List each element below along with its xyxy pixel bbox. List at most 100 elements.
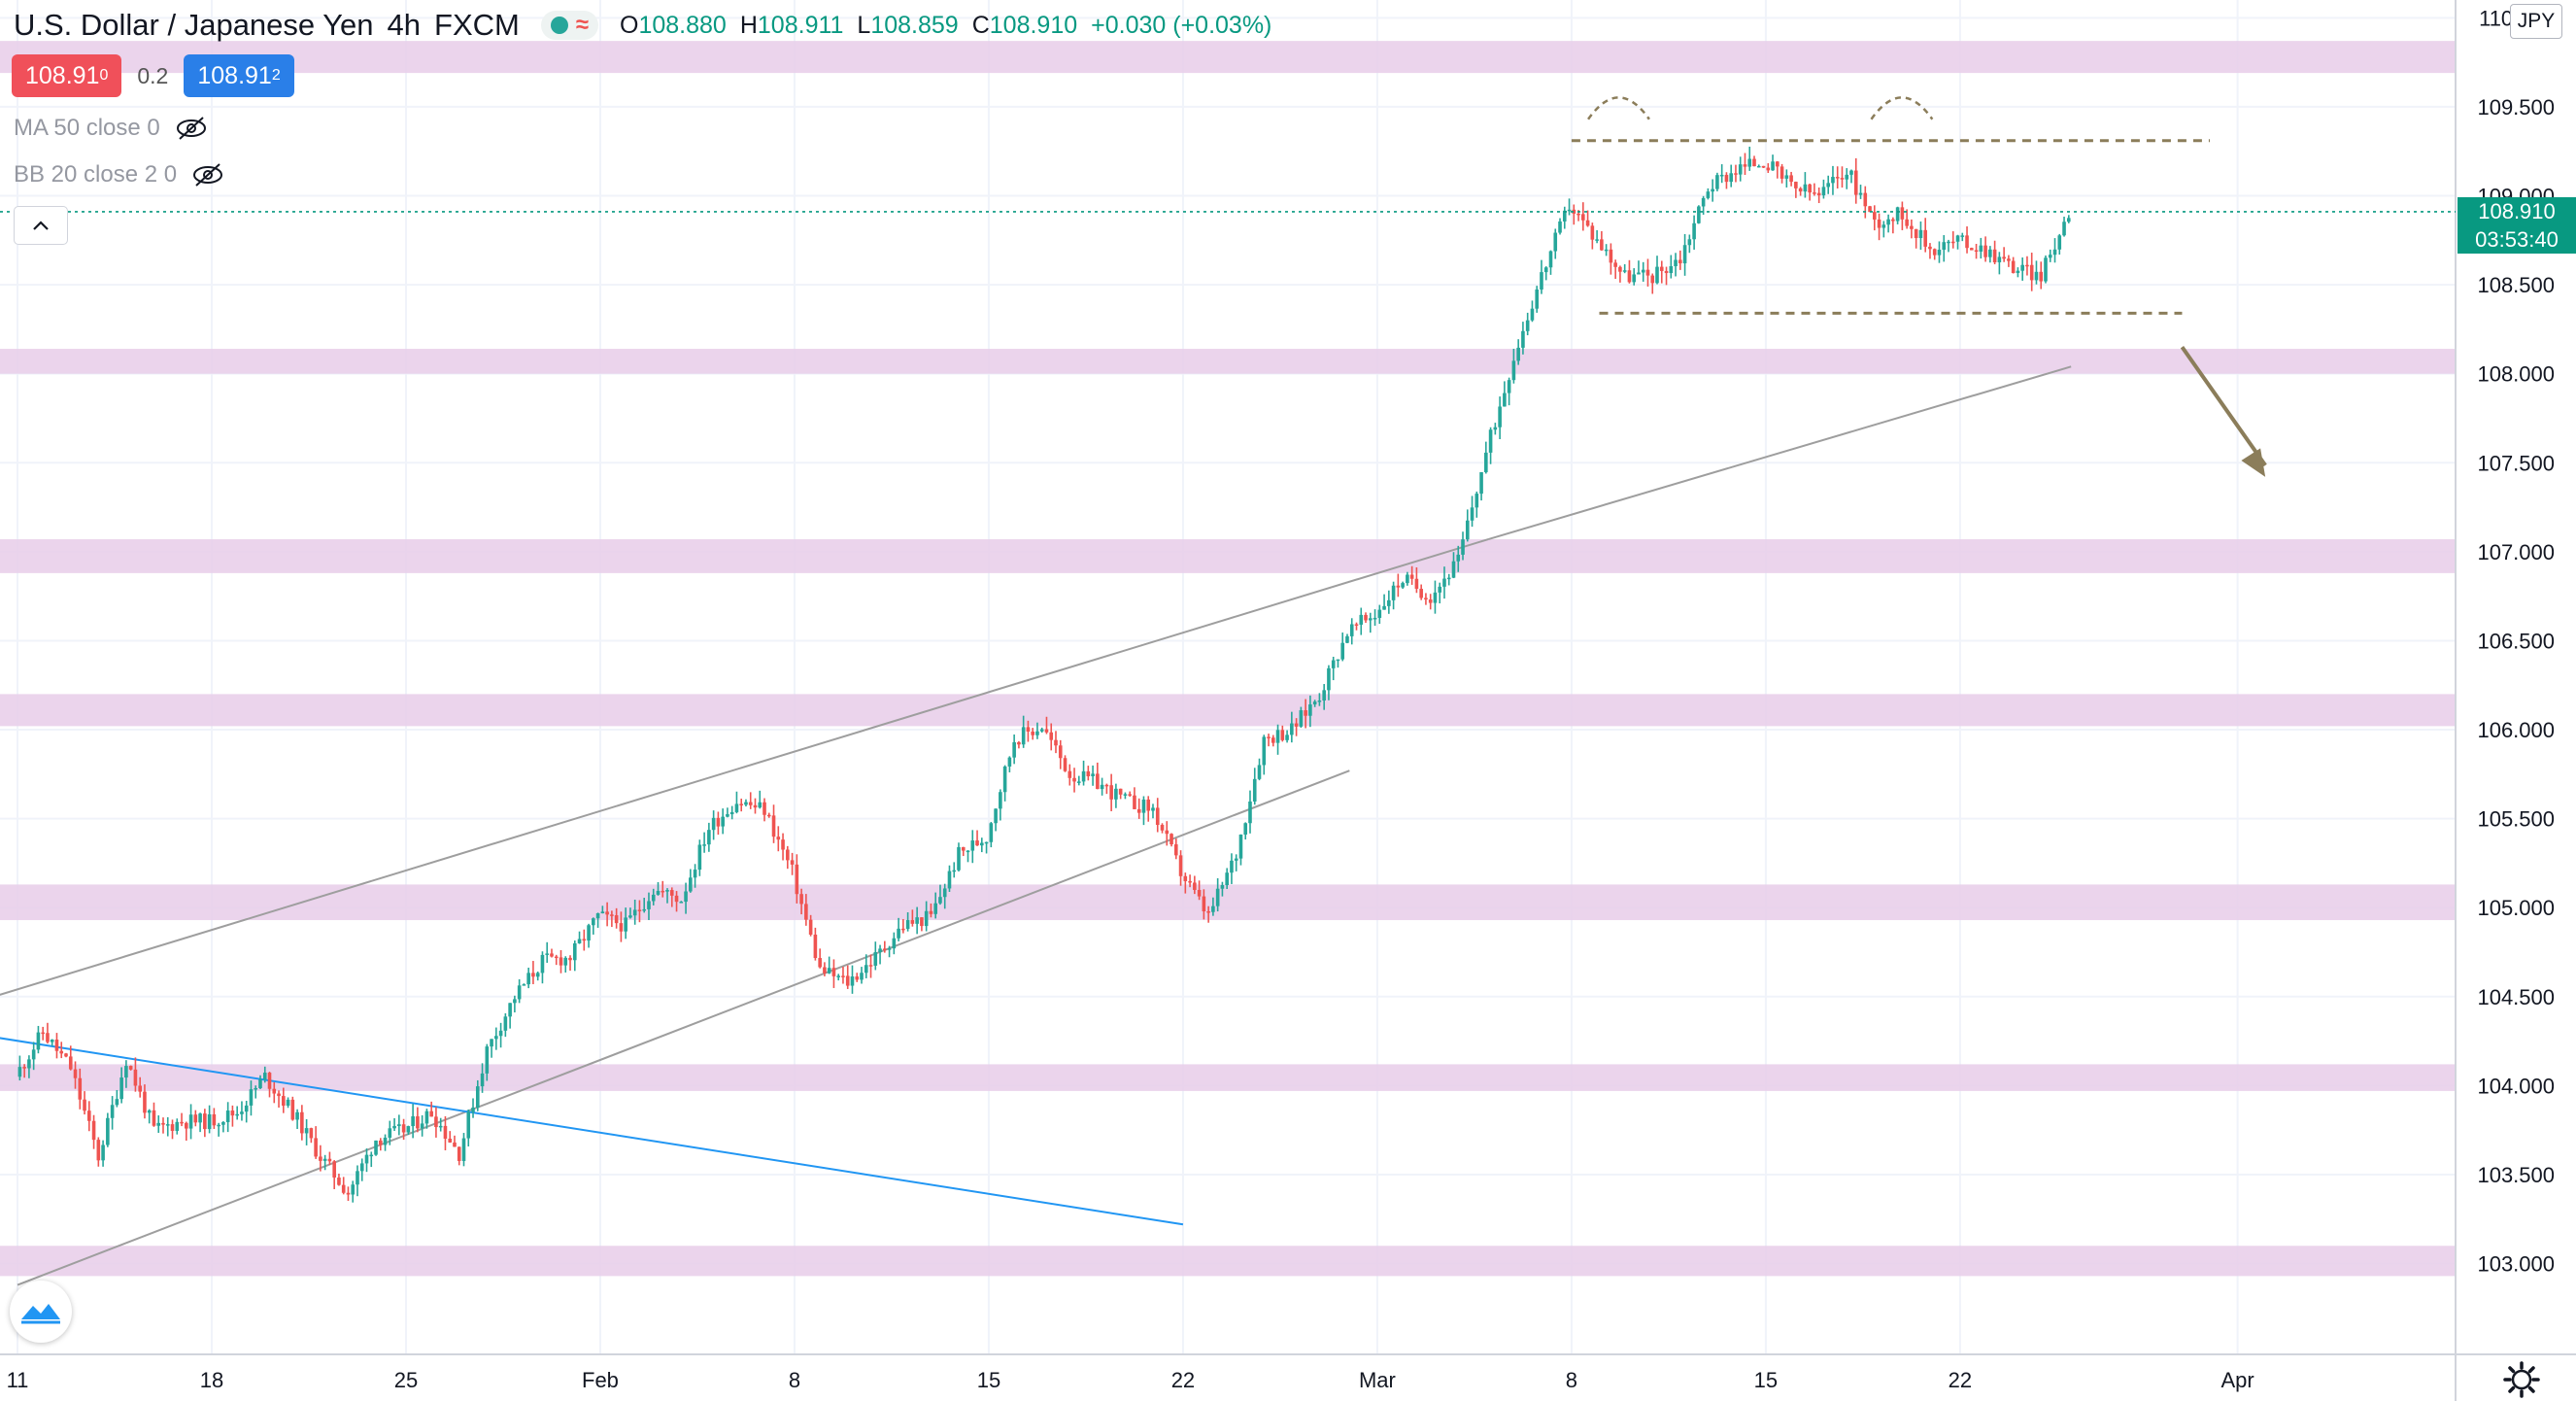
candle-body xyxy=(1387,599,1391,606)
candle-body xyxy=(947,871,952,889)
candle-body xyxy=(304,1128,309,1134)
candle-body xyxy=(1382,605,1386,610)
time-tick-label: 8 xyxy=(1566,1368,1577,1392)
candle-body xyxy=(827,968,831,974)
candle-body xyxy=(1719,174,1724,177)
candle-body xyxy=(2034,271,2039,281)
candle-body xyxy=(721,816,725,827)
candle-body xyxy=(1470,507,1474,521)
candle-body xyxy=(1493,427,1498,430)
candle-body xyxy=(1442,578,1446,587)
candle-body xyxy=(198,1113,202,1123)
candle-body xyxy=(1118,788,1123,795)
candle-body xyxy=(726,814,729,817)
collapse-legend-button[interactable] xyxy=(14,206,68,245)
indicator-ma[interactable]: MA 50 close 0 xyxy=(14,115,209,142)
candle-body xyxy=(887,948,892,950)
interval-label[interactable]: 4h xyxy=(387,8,422,42)
candle-body xyxy=(240,1111,244,1114)
candle-body xyxy=(605,911,609,915)
candle-body xyxy=(577,939,582,943)
candle-body xyxy=(1280,730,1285,740)
candle-body xyxy=(1558,221,1562,233)
candle-body xyxy=(2007,258,2011,261)
candle-body xyxy=(356,1171,359,1185)
candle-body xyxy=(1729,173,1733,183)
candle-body xyxy=(1252,778,1257,802)
candle-body xyxy=(1535,289,1540,309)
candle-body xyxy=(970,840,975,851)
indicator-bb[interactable]: BB 20 close 2 0 xyxy=(14,161,225,188)
candle-body xyxy=(1540,272,1543,290)
sell-button[interactable]: 108.91 0 xyxy=(12,54,122,97)
candle-body xyxy=(429,1111,433,1117)
candle-body xyxy=(873,952,878,966)
candle-body xyxy=(133,1069,138,1086)
buy-button[interactable]: 108.91 2 xyxy=(184,54,294,97)
market-status-pill[interactable]: ≈ xyxy=(540,11,599,40)
candle-body xyxy=(152,1110,156,1126)
candle-body xyxy=(665,890,669,892)
candle-body xyxy=(1849,170,1853,175)
candle-body xyxy=(1438,586,1442,593)
projection-arrow-head xyxy=(2241,448,2266,477)
tradingview-logo[interactable] xyxy=(10,1281,72,1343)
candle-body xyxy=(378,1140,383,1145)
candle-body xyxy=(1002,766,1007,793)
candle-body xyxy=(1096,773,1100,790)
price-tick-label: 107.500 xyxy=(2477,451,2555,475)
candle-body xyxy=(651,894,656,902)
support-resistance-zone xyxy=(0,884,2456,921)
candle-body xyxy=(1151,807,1155,811)
candle-body xyxy=(1950,241,1955,244)
candle-body xyxy=(1123,794,1128,796)
candle-body xyxy=(938,897,942,904)
candle-body xyxy=(999,792,1002,809)
candle-body xyxy=(836,975,840,977)
currency-button[interactable]: JPY xyxy=(2510,4,2562,39)
candle-body xyxy=(619,923,624,932)
candle-body xyxy=(1488,429,1493,453)
candle-body xyxy=(656,890,661,895)
candle-body xyxy=(1771,161,1775,171)
high-value: 108.911 xyxy=(757,11,844,39)
candle-body xyxy=(457,1146,461,1161)
candle-body xyxy=(332,1161,336,1179)
candle-body xyxy=(1299,710,1304,727)
candle-body xyxy=(1637,272,1641,275)
gear-icon[interactable] xyxy=(2502,1360,2541,1399)
candle-body xyxy=(1530,308,1535,321)
candle-body xyxy=(1424,598,1428,600)
candle-body xyxy=(225,1111,230,1122)
price-tick-label: 103.000 xyxy=(2477,1252,2555,1277)
eye-hidden-icon[interactable] xyxy=(190,162,225,188)
symbol-title[interactable]: U.S. Dollar / Japanese Yen xyxy=(14,8,374,42)
candle-body xyxy=(818,958,822,968)
candle-body xyxy=(1752,158,1756,167)
top-arc-marker xyxy=(1587,96,1650,120)
candle-body xyxy=(1178,855,1183,876)
price-tick-label: 104.000 xyxy=(2477,1074,2555,1098)
candle-body xyxy=(267,1073,272,1089)
candle-body xyxy=(119,1077,123,1100)
candle-body xyxy=(739,803,744,805)
candle-body xyxy=(883,948,887,950)
market-open-icon xyxy=(550,17,568,34)
candle-body xyxy=(1766,167,1771,171)
sell-price: 108.91 xyxy=(25,61,100,89)
candle-body xyxy=(929,910,933,914)
candle-body xyxy=(1622,270,1627,272)
candle-body xyxy=(517,985,522,1000)
candle-body xyxy=(559,957,563,966)
candle-body xyxy=(1664,270,1669,274)
candle-body xyxy=(244,1105,249,1112)
eye-hidden-icon[interactable] xyxy=(174,116,209,141)
candle-body xyxy=(101,1145,105,1161)
candle-body xyxy=(1659,266,1664,271)
candle-body xyxy=(115,1099,119,1106)
candle-body xyxy=(910,920,915,924)
candle-body xyxy=(110,1105,115,1118)
candle-body xyxy=(1327,667,1331,691)
candle-body xyxy=(1026,727,1031,733)
